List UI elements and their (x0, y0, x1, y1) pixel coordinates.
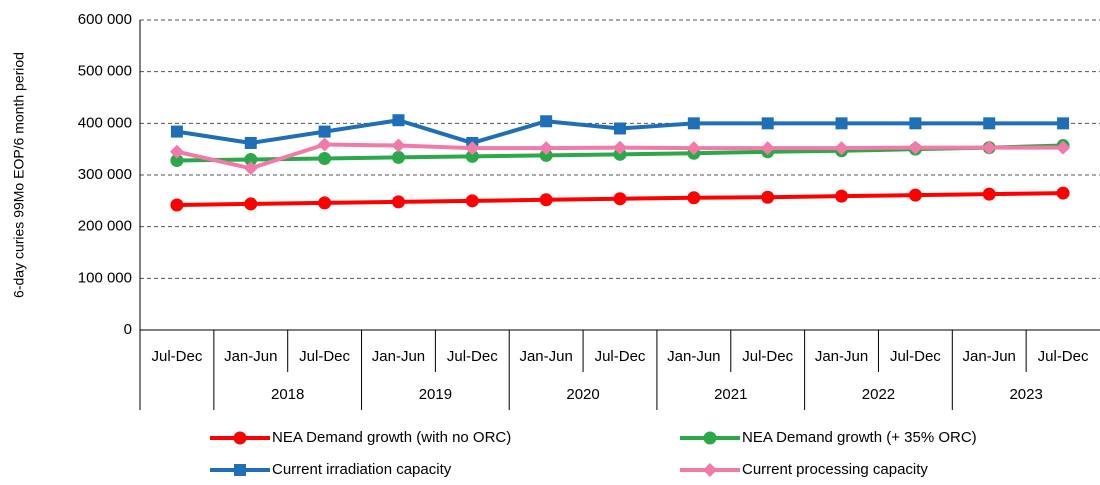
data-point (539, 141, 554, 156)
x-tick-label: Jan-Jun (963, 348, 1016, 365)
legend-marker (703, 463, 717, 477)
x-tick-label: Jul-Dec (447, 348, 498, 365)
data-point (1057, 117, 1070, 130)
y-tick-label: 500 000 (78, 63, 132, 80)
data-point (687, 117, 700, 130)
x-tick-label: Jan-Jun (815, 348, 868, 365)
legend-label: Current processing capacity (742, 461, 928, 478)
data-point (540, 115, 553, 128)
group-label: 2019 (419, 386, 452, 403)
x-tick-label: Jul-Dec (890, 348, 941, 365)
x-tick-label: Jul-Dec (595, 348, 646, 365)
group-label: 2021 (714, 386, 747, 403)
data-point (835, 117, 848, 130)
x-tick-label: Jan-Jun (224, 348, 277, 365)
data-point (465, 194, 479, 208)
y-tick-label: 200 000 (78, 218, 132, 235)
data-point (983, 117, 996, 130)
x-tick-label: Jul-Dec (742, 348, 793, 365)
y-tick-label: 0 (124, 321, 132, 338)
data-point (687, 191, 701, 205)
data-point (539, 193, 553, 207)
y-tick-label: 400 000 (78, 114, 132, 131)
data-point (982, 140, 997, 155)
group-label: 2020 (566, 386, 599, 403)
data-point (244, 136, 257, 149)
legend-label: Current irradiation capacity (272, 461, 452, 478)
data-point (318, 151, 332, 165)
legend-label: NEA Demand growth (with no ORC) (272, 429, 511, 446)
data-point (613, 192, 627, 206)
data-point (465, 141, 480, 156)
data-point (318, 125, 331, 138)
legend-marker (703, 431, 717, 445)
data-point (835, 189, 849, 203)
data-point (391, 150, 405, 164)
data-point (613, 140, 627, 155)
data-point (243, 161, 258, 176)
data-point (1056, 140, 1071, 155)
y-axis-label: 6-day curies 99Mo EOP/6 month period (11, 52, 27, 298)
data-point (614, 122, 626, 135)
data-point (391, 138, 406, 153)
data-point (169, 144, 184, 159)
group-label: 2023 (1009, 386, 1042, 403)
data-point (244, 153, 258, 166)
data-point (465, 149, 479, 163)
legend-label: NEA Demand growth (+ 35% ORC) (742, 429, 977, 446)
data-point (244, 197, 258, 211)
data-point (1056, 186, 1070, 200)
data-point (908, 188, 922, 202)
data-point (317, 137, 332, 152)
x-tick-label: Jul-Dec (299, 348, 350, 365)
data-point (170, 125, 183, 138)
y-tick-label: 100 000 (78, 269, 132, 286)
data-point (170, 154, 184, 168)
legend-marker (233, 431, 247, 445)
data-point (391, 195, 405, 209)
x-tick-label: Jul-Dec (1038, 348, 1089, 365)
data-point (539, 148, 553, 162)
data-point (982, 187, 996, 201)
x-tick-label: Jan-Jun (519, 348, 572, 365)
y-tick-label: 600 000 (78, 11, 132, 28)
x-tick-label: Jul-Dec (151, 348, 202, 365)
data-point (834, 141, 849, 156)
legend-marker (234, 464, 246, 476)
x-tick-label: Jan-Jun (372, 348, 425, 365)
data-point (686, 141, 701, 156)
group-label: 2018 (271, 386, 304, 403)
data-point (170, 198, 184, 212)
data-point (908, 140, 923, 155)
data-point (761, 117, 774, 130)
data-point (760, 141, 775, 156)
data-point (392, 114, 405, 127)
data-point (318, 196, 332, 210)
x-tick-label: Jan-Jun (667, 348, 720, 365)
y-tick-label: 300 000 (78, 166, 132, 183)
data-point (909, 117, 922, 130)
data-point (761, 190, 775, 204)
group-label: 2022 (862, 386, 895, 403)
